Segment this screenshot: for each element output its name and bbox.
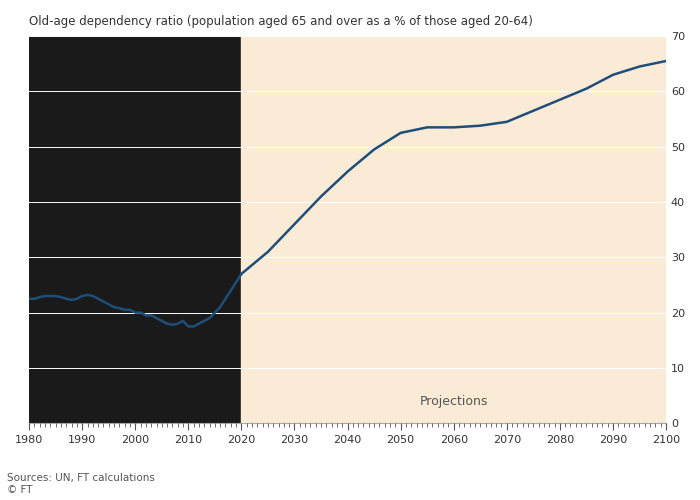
Text: Projections: Projections [420,394,488,407]
Text: Sources: UN, FT calculations
© FT: Sources: UN, FT calculations © FT [7,474,155,495]
Text: Old-age dependency ratio (population aged 65 and over as a % of those aged 20-64: Old-age dependency ratio (population age… [29,15,533,28]
Bar [241,36,666,423]
